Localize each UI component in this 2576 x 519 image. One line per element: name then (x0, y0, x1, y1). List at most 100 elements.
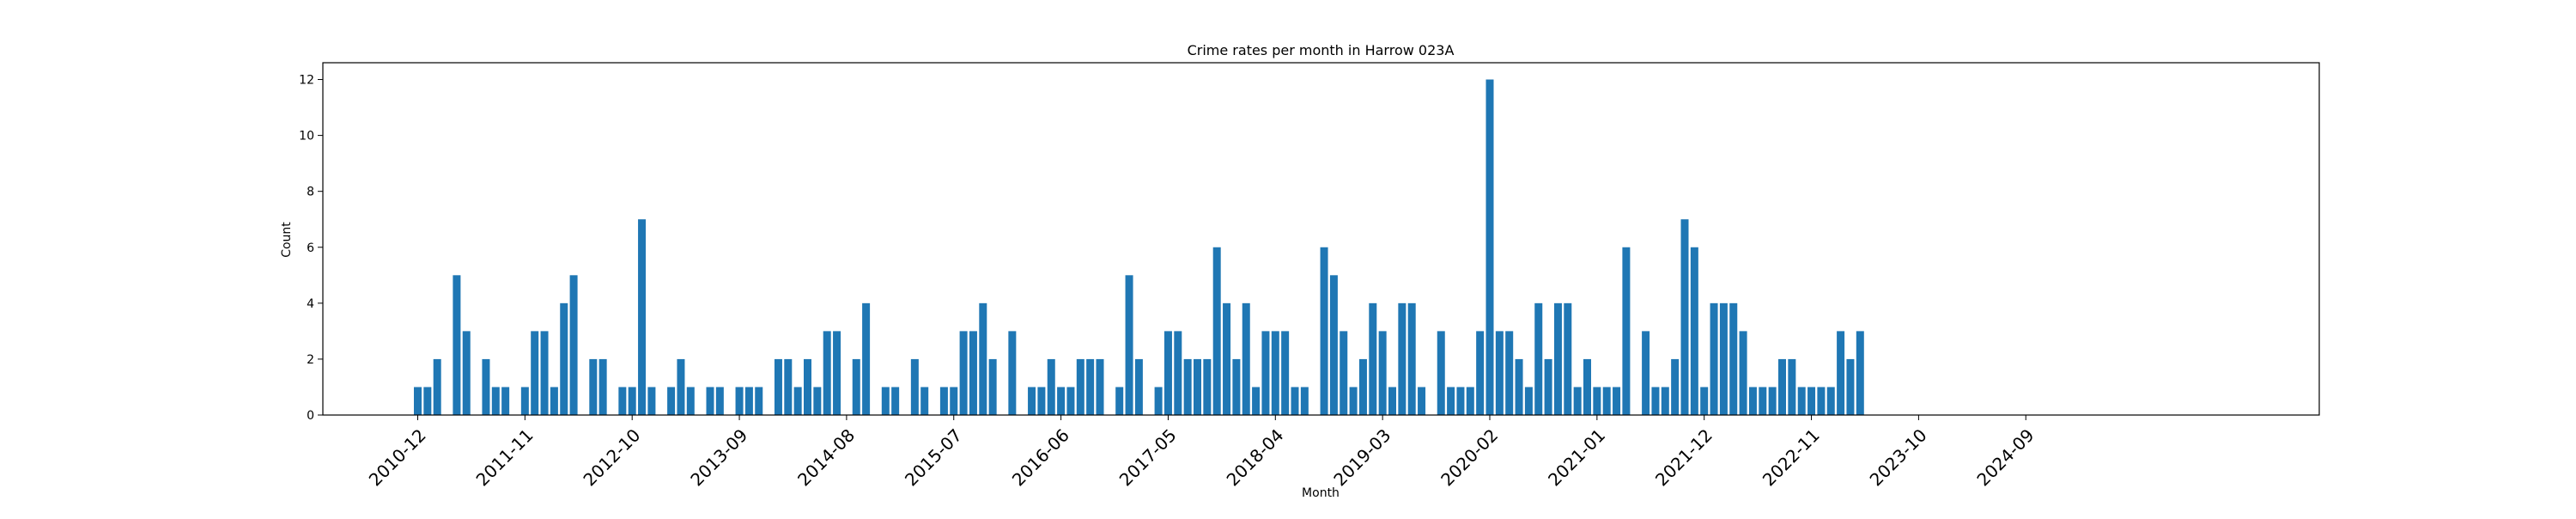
bar (1748, 387, 1757, 415)
bar (1524, 387, 1533, 415)
bar (1398, 302, 1406, 415)
bar (1495, 331, 1504, 415)
bar (1788, 358, 1796, 415)
y-tick-label: 4 (307, 297, 314, 311)
x-axis-ticks: 2010-12 2011-11 2012-10 2013-09 2014-08 2015-… (365, 415, 2038, 490)
bar (813, 387, 822, 415)
bar (1642, 331, 1650, 415)
bar (1447, 387, 1455, 415)
bar (647, 387, 656, 415)
bar (1856, 331, 1864, 415)
bar (1846, 358, 1855, 415)
x-tick-label: 2017-05 (1115, 424, 1181, 490)
bar (1759, 387, 1767, 415)
bar (423, 387, 432, 415)
bar (686, 387, 695, 415)
y-tick-label: 10 (299, 130, 314, 143)
bar (1456, 387, 1465, 415)
bar (804, 358, 811, 415)
bar (433, 358, 441, 415)
bar (1807, 387, 1816, 415)
bar (1194, 358, 1201, 415)
bar (1651, 387, 1660, 415)
bar (462, 331, 471, 415)
bar (1534, 302, 1543, 415)
x-axis-label: Month (1302, 486, 1340, 500)
bar (1271, 331, 1279, 415)
bar (1564, 302, 1572, 415)
bar (1622, 247, 1631, 415)
bar (1134, 358, 1143, 415)
bar (891, 387, 900, 415)
x-tick-label: 2014-08 (793, 424, 859, 490)
x-tick-label: 2021-01 (1544, 424, 1609, 490)
bar (1037, 387, 1046, 415)
bar (1466, 387, 1474, 415)
bar (618, 387, 627, 415)
bar (1281, 331, 1290, 415)
bar (1047, 358, 1055, 415)
x-tick-label: 2010-12 (365, 424, 430, 490)
bar (1680, 219, 1689, 415)
bar (1700, 387, 1709, 415)
y-tick-label: 8 (307, 186, 314, 199)
bar (414, 387, 422, 415)
bar (910, 358, 919, 415)
bar (1096, 358, 1104, 415)
plot-area-frame (322, 62, 2320, 416)
bar (1115, 387, 1124, 415)
bar (1242, 302, 1250, 415)
bar (1485, 79, 1494, 416)
bar (1358, 358, 1367, 415)
bar (1407, 302, 1416, 415)
x-tick-label: 2016-06 (1008, 424, 1073, 490)
bar (1661, 387, 1669, 415)
bar (1008, 331, 1017, 415)
bar (1329, 275, 1338, 415)
bar (1300, 387, 1309, 415)
bar (598, 358, 607, 415)
bar (1252, 387, 1261, 415)
bar (881, 387, 890, 415)
bar (491, 387, 500, 415)
bar (793, 387, 802, 415)
bar (1573, 387, 1582, 415)
bar (969, 331, 977, 415)
bar (1553, 302, 1562, 415)
bar (1076, 358, 1084, 415)
bar (1125, 275, 1133, 415)
bar (589, 358, 598, 415)
bar (1340, 331, 1348, 415)
bar (677, 358, 685, 415)
bar (569, 275, 578, 415)
bar (706, 387, 714, 415)
bar (1837, 331, 1845, 415)
bar (453, 275, 461, 415)
y-tick-label: 6 (307, 241, 314, 255)
bar (1690, 247, 1698, 415)
bar (823, 331, 831, 415)
x-tick-label: 2018-04 (1223, 424, 1288, 490)
bar (550, 387, 558, 415)
bar (1183, 358, 1192, 415)
bar (1369, 302, 1377, 415)
bar (1232, 358, 1241, 415)
bar (1602, 387, 1611, 415)
bar (1719, 302, 1728, 415)
bar (1154, 387, 1163, 415)
bar (959, 331, 968, 415)
bar (1505, 331, 1514, 415)
bar (735, 387, 744, 415)
bar (628, 387, 636, 415)
bar (1349, 387, 1358, 415)
bar (1057, 387, 1066, 415)
bar (833, 331, 841, 415)
bar (852, 358, 860, 415)
bar (1212, 247, 1221, 415)
bar (1203, 358, 1212, 415)
x-tick-label: 2022-11 (1759, 424, 1824, 490)
bar (1066, 387, 1075, 415)
y-tick-label: 12 (299, 74, 314, 88)
bar (501, 387, 510, 415)
